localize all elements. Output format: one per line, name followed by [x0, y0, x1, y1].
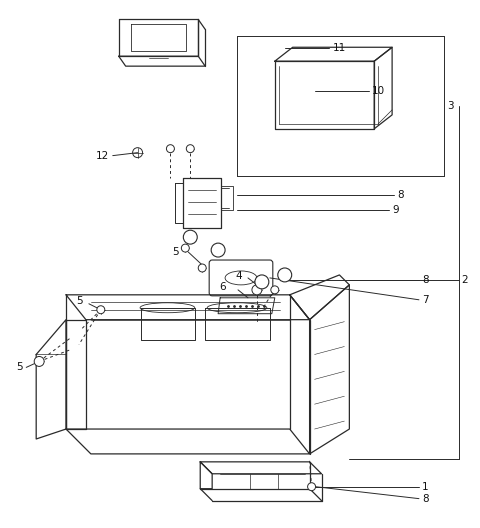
Circle shape	[198, 264, 206, 272]
Text: b: b	[216, 246, 221, 254]
Text: 5: 5	[172, 247, 179, 257]
Text: 4: 4	[235, 271, 242, 281]
Text: b: b	[282, 270, 287, 279]
Text: 8: 8	[397, 191, 404, 201]
Circle shape	[167, 145, 174, 153]
Circle shape	[186, 145, 194, 153]
Circle shape	[181, 244, 189, 252]
Text: 10: 10	[372, 86, 385, 96]
Text: 8: 8	[422, 275, 429, 285]
Text: 5: 5	[76, 296, 83, 306]
Text: 1: 1	[422, 482, 429, 492]
Text: 9: 9	[392, 205, 399, 215]
Circle shape	[271, 286, 279, 294]
Text: 7: 7	[422, 295, 429, 305]
Circle shape	[211, 243, 225, 257]
Text: 3: 3	[447, 101, 454, 111]
Circle shape	[252, 285, 262, 295]
Text: 8: 8	[422, 494, 429, 504]
Text: a: a	[260, 277, 264, 286]
Text: 5: 5	[16, 362, 23, 372]
Text: 12: 12	[96, 150, 109, 161]
Circle shape	[97, 306, 105, 314]
Circle shape	[34, 356, 44, 366]
Circle shape	[308, 483, 315, 491]
Text: a: a	[188, 233, 192, 242]
Text: 11: 11	[333, 43, 346, 53]
Text: 6: 6	[219, 282, 226, 292]
Circle shape	[183, 230, 197, 244]
Circle shape	[278, 268, 292, 282]
Text: 2: 2	[462, 275, 468, 285]
Circle shape	[255, 275, 269, 289]
